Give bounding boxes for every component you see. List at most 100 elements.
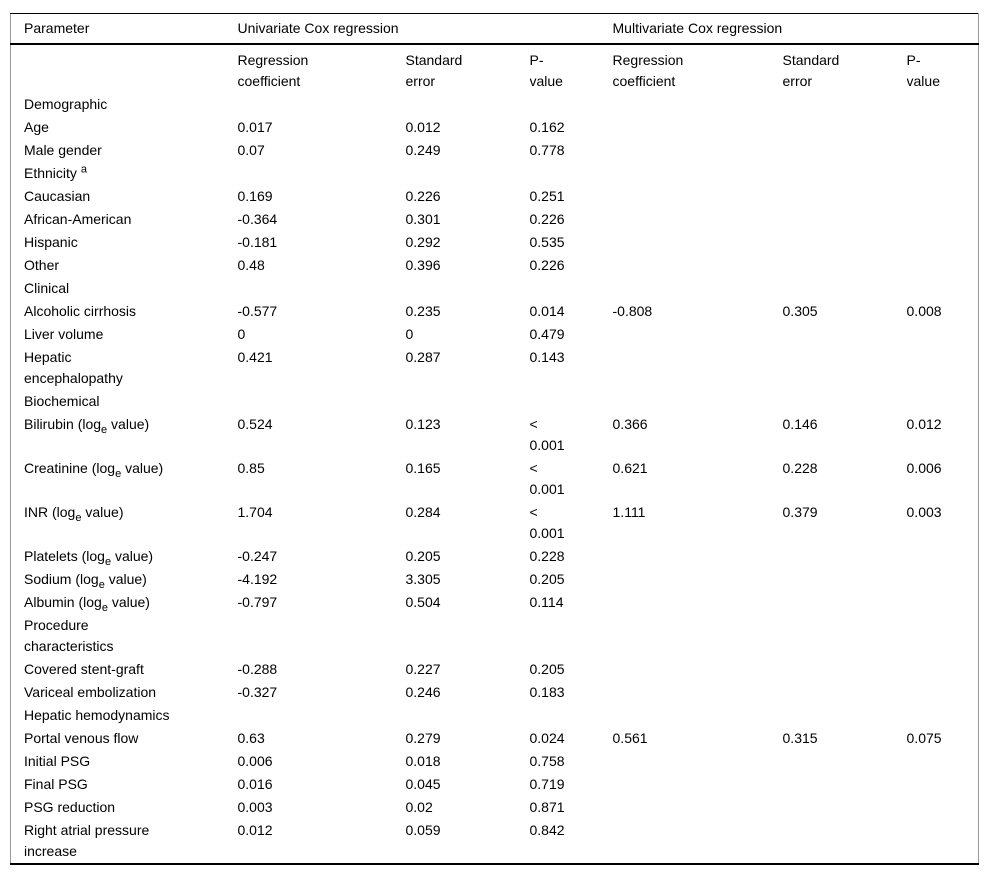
multi-standard-error-cell <box>783 568 907 591</box>
uni-standard-error-cell: 0.284 <box>405 503 441 520</box>
multi-standard-error-cell <box>783 208 907 231</box>
multi-p-value-cell <box>907 796 979 819</box>
multi-regression-coefficient-cell <box>613 277 783 300</box>
multi-regression-coefficient-cell <box>613 545 783 568</box>
uni-regression-coefficient-cell <box>238 390 406 413</box>
multi-p-value-cell <box>907 614 979 658</box>
multi-p-value-cell <box>907 162 979 185</box>
table-row: Hepatic hemodynamics <box>11 704 979 727</box>
uni-p-value-cell: 0.871 <box>529 798 565 815</box>
multi-p-value-cell <box>907 93 979 116</box>
multi-regression-coefficient-header: Regression coefficient <box>612 51 684 89</box>
uni-standard-error-cell <box>406 704 530 727</box>
multi-regression-coefficient-cell <box>613 568 783 591</box>
parameter-cell: Hispanic <box>24 233 78 250</box>
uni-p-value-cell: 0.842 <box>529 821 565 838</box>
multi-standard-error-cell <box>783 93 907 116</box>
multi-regression-coefficient-cell <box>613 231 783 254</box>
uni-regression-coefficient-header: Regression coefficient <box>237 51 309 89</box>
uni-regression-coefficient-cell: 0.017 <box>237 118 273 135</box>
parameter-cell: Variceal embolization <box>24 683 157 700</box>
uni-standard-error-cell: 0.279 <box>405 729 441 746</box>
parameter-cell: Age <box>24 118 49 135</box>
uni-p-value-cell <box>530 93 613 116</box>
multi-regression-coefficient-cell <box>613 773 783 796</box>
table-row: Sodium (loge value) -4.192 3.305 0.205 <box>11 568 979 591</box>
multi-p-value-cell <box>907 681 979 704</box>
multi-p-value-cell <box>907 545 979 568</box>
multi-p-value-cell <box>907 390 979 413</box>
table-row: Age 0.017 0.012 0.162 <box>11 116 979 139</box>
table-row: Platelets (loge value) -0.247 0.205 0.22… <box>11 545 979 568</box>
multi-regression-coefficient-cell <box>613 323 783 346</box>
uni-regression-coefficient-cell <box>238 93 406 116</box>
uni-regression-coefficient-cell: 0.48 <box>237 256 265 273</box>
uni-regression-coefficient-cell <box>238 614 406 658</box>
uni-regression-coefficient-cell: 0.421 <box>237 348 273 365</box>
parameter-cell: PSG reduction <box>24 798 116 815</box>
multi-regression-coefficient-cell: 0.366 <box>612 415 648 432</box>
table-row: Procedure characteristics <box>11 614 979 658</box>
multi-standard-error-cell <box>783 254 907 277</box>
uni-regression-coefficient-cell: 0.006 <box>237 752 273 769</box>
uni-p-value-cell: 0.719 <box>529 775 565 792</box>
table-row: Male gender 0.07 0.249 0.778 <box>11 139 979 162</box>
multi-p-value-cell <box>907 323 979 346</box>
uni-regression-coefficient-cell: 0.07 <box>237 141 265 158</box>
uni-standard-error-cell <box>406 614 530 658</box>
parameter-cell: Creatinine (loge value) <box>24 459 164 480</box>
multi-standard-error-cell <box>783 185 907 208</box>
uni-standard-error-cell: 0.018 <box>405 752 441 769</box>
multi-standard-error-cell <box>783 139 907 162</box>
multi-p-value-cell <box>907 568 979 591</box>
parameter-cell: Right atrial pressure increase <box>24 821 150 859</box>
multi-p-value-cell <box>907 277 979 300</box>
table-row: Demographic <box>11 93 979 116</box>
multi-regression-coefficient-cell <box>613 704 783 727</box>
uni-p-value-cell: 0.205 <box>529 660 565 677</box>
empty-subheader-cell <box>11 44 238 93</box>
uni-standard-error-cell <box>406 162 530 185</box>
uni-standard-error-cell: 0.287 <box>405 348 441 365</box>
uni-regression-coefficient-cell: -0.797 <box>237 593 278 610</box>
multi-standard-error-cell <box>783 658 907 681</box>
table-row: Initial PSG 0.006 0.018 0.758 <box>11 750 979 773</box>
uni-regression-coefficient-cell: -0.181 <box>237 233 278 250</box>
table-row: Alcoholic cirrhosis -0.577 0.235 0.014 -… <box>11 300 979 323</box>
multi-standard-error-cell <box>783 323 907 346</box>
uni-regression-coefficient-cell: 0.524 <box>237 415 273 432</box>
uni-p-value-cell: 0.758 <box>529 752 565 769</box>
parameter-cell: Hepatic hemodynamics <box>24 706 170 723</box>
multi-standard-error-cell <box>783 231 907 254</box>
multi-regression-coefficient-cell <box>613 681 783 704</box>
uni-standard-error-cell: 0.123 <box>405 415 441 432</box>
multi-regression-coefficient-cell <box>613 254 783 277</box>
table-row: Creatinine (loge value) 0.85 0.165 < 0.0… <box>11 457 979 501</box>
uni-regression-coefficient-cell <box>238 162 406 185</box>
table-row: Albumin (loge value) -0.797 0.504 0.114 <box>11 591 979 614</box>
uni-p-value-cell <box>530 390 613 413</box>
uni-regression-coefficient-cell: 0.169 <box>237 187 273 204</box>
uni-standard-error-cell: 0.301 <box>405 210 441 227</box>
multi-p-value-cell <box>907 591 979 614</box>
multi-standard-error-cell <box>783 614 907 658</box>
parameter-cell: Portal venous flow <box>24 729 139 746</box>
multi-standard-error-cell <box>783 545 907 568</box>
uni-standard-error-cell: 0.227 <box>405 660 441 677</box>
parameter-cell: INR (loge value) <box>24 503 124 524</box>
uni-p-value-cell: 0.143 <box>529 348 565 365</box>
uni-standard-error-cell <box>406 93 530 116</box>
uni-regression-coefficient-cell: 0.63 <box>237 729 265 746</box>
multi-standard-error-cell: 0.228 <box>782 459 818 476</box>
uni-standard-error-cell: 0.246 <box>405 683 441 700</box>
table-row: INR (loge value) 1.704 0.284 < 0.001 1.1… <box>11 501 979 545</box>
parameter-cell: Biochemical <box>24 392 100 409</box>
multi-regression-coefficient-cell <box>613 162 783 185</box>
multi-standard-error-cell <box>783 346 907 390</box>
multi-regression-coefficient-cell <box>613 591 783 614</box>
uni-standard-error-cell: 0.02 <box>405 798 433 815</box>
multi-standard-error-cell <box>783 796 907 819</box>
uni-p-value-cell: 0.251 <box>529 187 565 204</box>
uni-standard-error-cell <box>406 390 530 413</box>
uni-p-value-cell: < 0.001 <box>529 503 565 541</box>
